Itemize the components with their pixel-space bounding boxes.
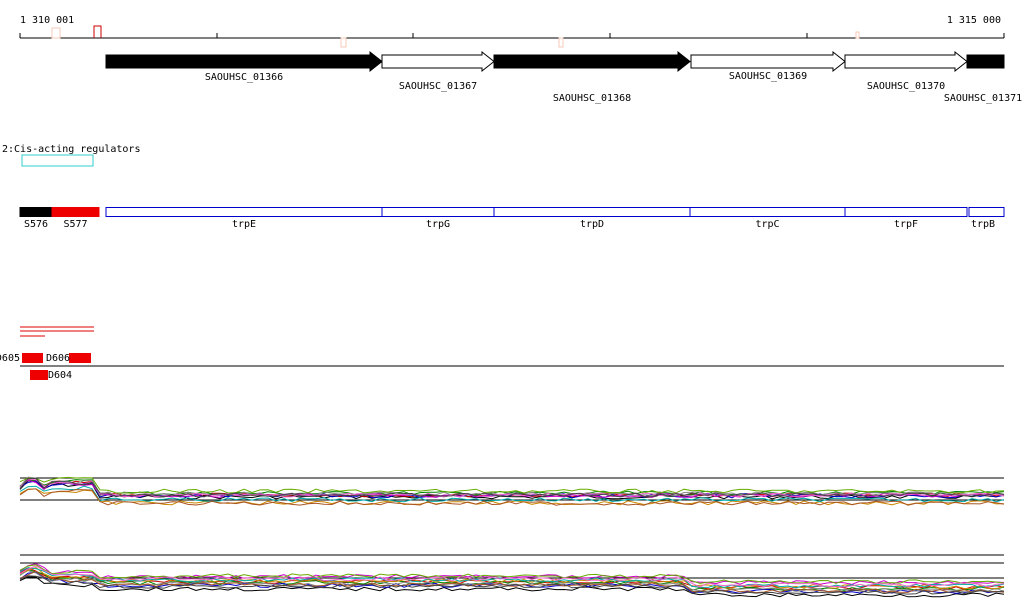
expression-profile [19, 488, 1005, 506]
segment-label: trpC [755, 219, 779, 230]
expression-profile [19, 563, 1005, 585]
expression-profile [19, 565, 1005, 588]
expression-profile [19, 575, 1005, 595]
gene-label: SAOUHSC_01369 [729, 71, 807, 82]
gene [493, 50, 691, 73]
gene-label: SAOUHSC_01371 [944, 93, 1022, 104]
site-marker [558, 37, 564, 48]
expression-profile [19, 476, 1005, 497]
gene [105, 50, 383, 73]
ruler-end: 1 315 000 [947, 15, 1001, 26]
gene [690, 50, 846, 73]
feature [30, 370, 48, 380]
expression-profile [19, 576, 1005, 598]
segment-label: S577 [63, 219, 87, 230]
segment-label: trpD [580, 219, 604, 230]
operon-segment [493, 207, 691, 217]
site-marker [855, 31, 860, 39]
segment-label: trpE [232, 219, 256, 230]
gene-label: SAOUHSC_01370 [867, 81, 945, 92]
segment-label: trpF [894, 219, 918, 230]
track-title: 2:Cis-acting regulators [2, 144, 140, 155]
expression-profile [19, 564, 1005, 585]
regulator-box [21, 154, 94, 167]
expression-profile [19, 479, 1005, 496]
feature-label: D604 [48, 370, 72, 381]
expression-profile [19, 485, 1005, 503]
feature-label: D606 [46, 353, 70, 364]
feature [69, 353, 91, 363]
feature-label: D605 [0, 353, 20, 364]
operon-segment [381, 207, 495, 217]
segment-label: trpB [971, 219, 995, 230]
expression-profile [19, 488, 1005, 506]
gene [966, 54, 1005, 69]
operon-segment [51, 207, 100, 217]
feature [22, 353, 43, 363]
gene-label: SAOUHSC_01366 [205, 72, 283, 83]
expression-profile [19, 567, 1005, 589]
gene [381, 50, 495, 73]
ruler-start: 1 310 001 [20, 15, 74, 26]
site-marker [51, 27, 61, 39]
operon-segment [689, 207, 846, 217]
operon-segment [844, 207, 968, 217]
expression-profile [19, 476, 1005, 494]
segment-label: trpG [426, 219, 450, 230]
gene [844, 50, 968, 73]
segment-label: S576 [24, 219, 48, 230]
expression-profile [19, 570, 1005, 593]
site-marker [93, 25, 102, 38]
operon-segment [19, 207, 53, 217]
gene-label: SAOUHSC_01367 [399, 81, 477, 92]
site-marker [340, 37, 347, 48]
expression-profile [19, 477, 1005, 498]
gene-label: SAOUHSC_01368 [553, 93, 631, 104]
expression-profile [19, 569, 1005, 592]
operon-segment [968, 207, 1005, 217]
operon-segment [105, 207, 383, 217]
